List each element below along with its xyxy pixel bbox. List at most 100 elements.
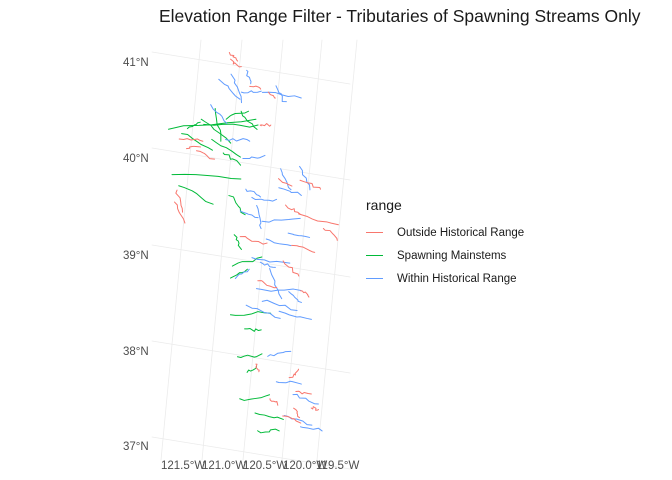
stream-outside	[257, 280, 278, 289]
stream-within	[261, 217, 301, 223]
stream-outside	[239, 235, 268, 245]
stream-within	[299, 165, 311, 191]
legend-key-mainstems	[366, 255, 383, 256]
stream-within	[210, 104, 228, 124]
legend-label-within: Within Historical Range	[397, 272, 517, 285]
stream-outside	[310, 406, 320, 411]
longitude-gridline	[160, 39, 202, 461]
stream-outside	[293, 407, 301, 419]
stream-mainstem	[254, 412, 284, 420]
stream-outside	[230, 58, 242, 68]
stream-within	[246, 69, 252, 85]
stream-outside	[255, 363, 260, 373]
longitude-gridline	[242, 39, 284, 461]
legend-label-outside: Outside Historical Range	[397, 226, 525, 239]
stream-mainstem	[186, 121, 201, 130]
stream-within	[218, 78, 241, 100]
stream-within	[242, 154, 266, 160]
latitude-gridline	[151, 51, 351, 85]
stream-outside	[299, 179, 322, 190]
stream-within	[245, 188, 262, 198]
stream-outside	[259, 123, 272, 127]
stream-network	[168, 51, 339, 434]
stream-mainstem	[178, 185, 214, 205]
stream-outside	[178, 138, 204, 142]
stream-mainstem	[228, 195, 246, 216]
stream-within	[287, 232, 311, 238]
stream-outside	[228, 51, 239, 62]
stream-within	[299, 426, 323, 432]
lon-label-120-5: 120.5°W	[243, 460, 288, 472]
stream-within	[292, 393, 319, 405]
stream-mainstem	[231, 256, 263, 267]
stream-within	[278, 310, 312, 320]
legend-item-mainstems: Spawning Mainstems	[366, 244, 524, 267]
stream-within	[259, 261, 276, 268]
stream-within	[261, 299, 298, 312]
stream-mainstem	[240, 110, 258, 130]
stream-mainstem	[211, 138, 241, 158]
stream-within	[240, 90, 262, 94]
stream-within	[267, 350, 292, 357]
legend-key-within	[366, 278, 383, 279]
stream-mainstem	[171, 173, 242, 180]
stream-outside	[269, 398, 279, 406]
lat-label-37: 37°N	[123, 441, 149, 453]
map-title: Elevation Range Filter - Tributaries of …	[159, 6, 641, 26]
stream-outside	[175, 189, 184, 213]
stream-within	[275, 85, 287, 103]
stream-outside	[196, 150, 216, 160]
stream-mainstem	[229, 268, 248, 279]
stream-within	[275, 380, 302, 385]
latitude-gridline	[151, 147, 351, 181]
lon-label-119-5: 119.5°W	[316, 460, 360, 472]
legend-label-mainstems: Spawning Mainstems	[397, 249, 507, 262]
stream-within	[251, 196, 278, 202]
stream-within	[245, 304, 281, 319]
latitude-gridline	[151, 436, 351, 470]
stream-within	[278, 187, 302, 197]
legend-title: range	[366, 197, 402, 213]
lat-label-39: 39°N	[123, 250, 149, 262]
stream-outside	[288, 368, 300, 379]
stream-outside	[267, 91, 276, 99]
stream-outside	[291, 244, 316, 253]
lat-label-41: 41°N	[123, 57, 149, 69]
stream-within	[256, 204, 262, 230]
legend-key-outside	[366, 232, 383, 233]
stream-outside	[174, 201, 186, 224]
stream-mainstem	[222, 152, 242, 166]
stream-outside	[300, 290, 310, 298]
stream-mainstem	[181, 133, 213, 151]
stream-mainstem	[203, 123, 259, 128]
stream-mainstem	[257, 428, 280, 434]
longitude-gridline	[316, 39, 358, 461]
stream-within	[269, 268, 283, 300]
stream-outside	[186, 145, 202, 150]
stream-mainstem	[244, 328, 262, 332]
longitude-gridline	[281, 39, 323, 461]
lat-label-40: 40°N	[123, 153, 149, 165]
lon-label-121-0: 121.0°W	[202, 460, 247, 472]
stream-within	[225, 138, 251, 142]
stream-within	[234, 268, 250, 280]
legend-item-outside: Outside Historical Range	[366, 221, 524, 244]
stream-within	[239, 210, 259, 219]
stream-within	[280, 168, 292, 191]
stream-outside	[278, 178, 293, 187]
stream-outside	[295, 390, 312, 395]
stream-outside	[282, 260, 300, 277]
stream-outside	[298, 213, 339, 226]
stream-within	[288, 291, 302, 303]
stream-mainstem	[200, 118, 232, 144]
stream-mainstem	[239, 394, 271, 401]
graticule	[151, 39, 358, 470]
lon-label-121-5: 121.5°W	[161, 460, 206, 472]
stream-within	[251, 257, 291, 264]
stream-mainstem	[225, 110, 250, 120]
stream-outside	[282, 415, 302, 424]
stream-outside	[249, 85, 262, 90]
lon-label-120-0: 120.0°W	[283, 460, 328, 472]
longitude-gridline	[201, 39, 243, 461]
